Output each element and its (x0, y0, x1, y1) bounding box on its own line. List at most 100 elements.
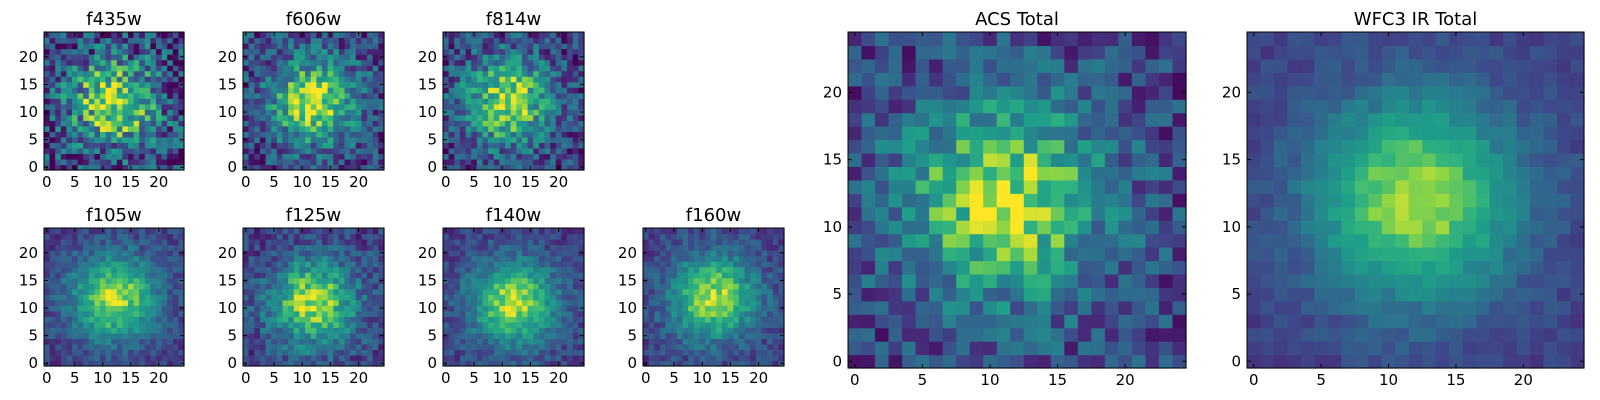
heatmap-cell (305, 294, 312, 301)
heatmap-cell (265, 343, 272, 351)
heatmap-cell (516, 283, 523, 290)
heatmap-cell (327, 233, 334, 240)
heatmap-cell (654, 338, 661, 345)
heatmap-cell (969, 152, 984, 167)
heatmap-cell (488, 48, 495, 55)
heatmap-cell (133, 131, 140, 138)
heatmap-cell (772, 338, 779, 345)
heatmap-cell (156, 76, 163, 83)
heatmap-cell (83, 250, 90, 257)
heatmap-cell (265, 125, 272, 132)
heatmap-cell (688, 294, 695, 301)
heatmap-cell (167, 327, 174, 334)
heatmap-cell (361, 136, 368, 143)
heatmap-cell (344, 125, 351, 132)
heatmap-cell (100, 76, 107, 83)
heatmap-cell (767, 233, 774, 240)
heatmap-cell (505, 125, 512, 132)
heatmap-cell (648, 343, 655, 351)
heatmap-cell (1010, 193, 1025, 208)
heatmap-cell (572, 244, 579, 251)
heatmap-cell (521, 92, 529, 99)
heatmap-cell (527, 76, 534, 83)
heatmap-cell (459, 164, 467, 171)
heatmap-cell (378, 272, 385, 279)
heatmap-cell (259, 48, 267, 55)
heatmap-cell (1077, 260, 1092, 275)
heatmap-cell (448, 327, 455, 334)
heatmap-cell (648, 305, 655, 312)
heatmap-cell (1158, 247, 1174, 262)
heatmap-cell (156, 92, 163, 99)
heatmap-cell (310, 153, 317, 160)
heatmap-cell (293, 136, 300, 143)
heatmap-cell (139, 228, 146, 235)
heatmap-cell (156, 316, 163, 323)
heatmap-cell (516, 266, 523, 273)
heatmap-cell (372, 233, 379, 240)
heatmap-cell (499, 142, 506, 149)
heatmap-cell (100, 131, 107, 138)
heatmap-cell (727, 244, 734, 251)
heatmap-cell (344, 142, 351, 149)
heatmap-cell (643, 288, 650, 295)
heatmap-cell (688, 255, 695, 262)
heatmap-cell (178, 120, 185, 127)
heatmap-cell (282, 327, 289, 334)
heatmap-cell (111, 48, 118, 55)
heatmap-cell (505, 244, 512, 251)
heatmap-cell (44, 98, 51, 105)
heatmap-cell (578, 288, 585, 295)
heatmap-cell (465, 70, 472, 77)
heatmap-cell (516, 288, 523, 295)
heatmap-cell (538, 239, 546, 246)
heatmap-cell (942, 233, 957, 248)
heatmap-cell (350, 43, 357, 50)
heatmap-cell (1037, 327, 1052, 342)
heatmap-cell (77, 136, 84, 143)
heatmap-cell (688, 354, 695, 362)
heatmap-cell (128, 305, 135, 312)
heatmap-cell (527, 131, 534, 138)
heatmap-cell (355, 114, 363, 121)
heatmap-cell (643, 299, 650, 306)
heatmap-cell (299, 283, 306, 290)
heatmap-cell (293, 277, 300, 284)
heatmap-cell (499, 332, 506, 339)
heatmap-cell (139, 321, 146, 328)
heatmap-cell (344, 228, 351, 235)
heatmap-cell (561, 255, 568, 262)
heatmap-cell (544, 294, 551, 301)
heatmap-cell (350, 65, 357, 72)
heatmap-cell (350, 131, 357, 138)
heatmap-cell (476, 120, 484, 127)
heatmap-cell (378, 343, 385, 351)
heatmap-cell (276, 81, 284, 88)
heatmap-cell (333, 244, 340, 251)
heatmap-cell (259, 109, 267, 116)
heatmap-cell (648, 360, 655, 367)
heatmap-cell (128, 81, 135, 88)
heatmap-cell (448, 59, 455, 66)
heatmap-cell (521, 239, 529, 246)
heatmap-cell (254, 43, 261, 50)
heatmap-cell (699, 250, 706, 257)
heatmap-cell (243, 120, 250, 127)
heatmap-cell (482, 266, 489, 273)
heatmap-cell (122, 266, 129, 273)
heatmap-cell (77, 98, 84, 105)
x-tick-label: 15 (321, 369, 340, 387)
heatmap-cell (271, 48, 278, 55)
heatmap-cell (544, 59, 551, 66)
y-tick-label: 0 (28, 354, 38, 372)
heatmap-cell (493, 43, 500, 50)
heatmap-cell (66, 272, 73, 279)
heatmap-cell (350, 92, 357, 99)
heatmap-cell (459, 272, 467, 279)
heatmap-cell (133, 288, 140, 295)
heatmap-cell (778, 349, 785, 356)
heatmap-cell (505, 98, 512, 105)
heatmap-cell (688, 349, 695, 356)
heatmap-cell (139, 76, 146, 83)
